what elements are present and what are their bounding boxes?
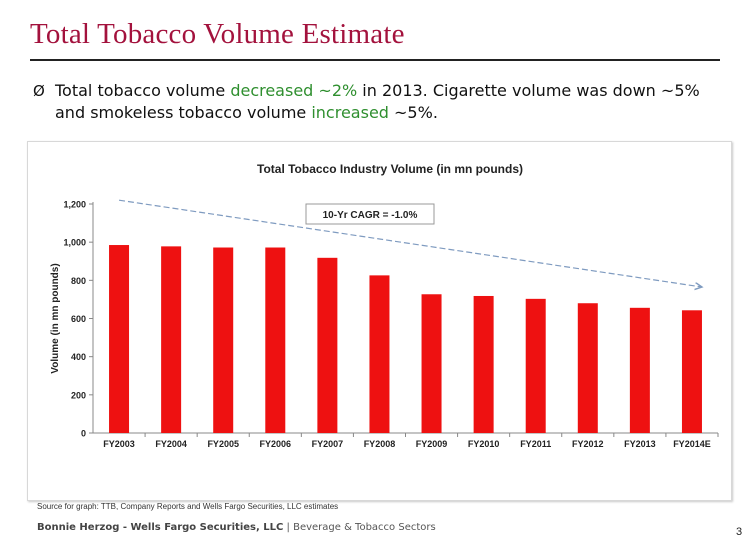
x-tick-label: FY2014E bbox=[673, 439, 711, 449]
footer-author: Bonnie Herzog - Wells Fargo Securities, … bbox=[37, 522, 284, 533]
x-tick-label: FY2007 bbox=[312, 439, 344, 449]
chart-title: Total Tobacco Industry Volume (in mn pou… bbox=[257, 162, 523, 176]
bullet-highlight-increased: increased bbox=[311, 103, 389, 122]
bar-fy2013 bbox=[629, 307, 650, 433]
bar-fy2006 bbox=[265, 247, 286, 433]
bar-fy2003 bbox=[109, 245, 130, 433]
graph-source-note: Source for graph: TTB, Company Reports a… bbox=[37, 502, 339, 511]
y-tick-label: 0 bbox=[81, 429, 86, 439]
bar-fy2004 bbox=[161, 246, 182, 433]
bar-fy2014e bbox=[681, 310, 702, 433]
bullet-text-part1: Total tobacco volume bbox=[55, 81, 231, 100]
footer: Bonnie Herzog - Wells Fargo Securities, … bbox=[37, 522, 436, 533]
y-axis-label: Volume (in mn pounds) bbox=[50, 263, 61, 373]
bar-chart: Total Tobacco Industry Volume (in mn pou… bbox=[50, 162, 719, 449]
bar-fy2009 bbox=[421, 294, 442, 433]
bullet-text-part5: ~5%. bbox=[388, 103, 438, 122]
bullet-text: Total tobacco volume decreased ~2% in 20… bbox=[55, 80, 733, 124]
title-divider bbox=[30, 59, 720, 61]
bar-fy2012 bbox=[577, 303, 598, 433]
footer-section: Beverage & Tobacco Sectors bbox=[293, 522, 436, 533]
x-tick-label: FY2012 bbox=[572, 439, 604, 449]
y-tick-label: 800 bbox=[71, 276, 86, 286]
x-tick-label: FY2011 bbox=[520, 439, 551, 449]
x-tick-label: FY2009 bbox=[416, 439, 448, 449]
bar-fy2011 bbox=[525, 298, 546, 433]
y-tick-label: 600 bbox=[71, 314, 86, 324]
cagr-annotation-box bbox=[305, 203, 435, 225]
x-tick-label: FY2010 bbox=[468, 439, 500, 449]
bar-fy2005 bbox=[213, 247, 234, 433]
bullet-point: Ø Total tobacco volume decreased ~2% in … bbox=[33, 80, 733, 124]
x-tick-label: FY2008 bbox=[364, 439, 396, 449]
bar-fy2008 bbox=[369, 275, 390, 433]
bullet-text-part3: in 2013. Cigarette volume was down ~5% a… bbox=[55, 81, 700, 122]
bar-fy2007 bbox=[317, 257, 338, 433]
x-tick-label: FY2006 bbox=[260, 439, 292, 449]
footer-separator: | bbox=[283, 522, 294, 533]
bullet-arrow-icon: Ø bbox=[33, 82, 45, 100]
x-tick-label: FY2003 bbox=[103, 439, 135, 449]
slide-title: Total Tobacco Volume Estimate bbox=[30, 18, 405, 50]
x-tick-label: FY2004 bbox=[155, 439, 187, 449]
y-tick-label: 400 bbox=[71, 352, 86, 362]
x-tick-label: FY2005 bbox=[207, 439, 239, 449]
y-tick-label: 1,200 bbox=[63, 200, 86, 210]
trend-line bbox=[118, 199, 702, 287]
chart-container: Total Tobacco Industry Volume (in mn pou… bbox=[27, 141, 732, 501]
y-tick-label: 1,000 bbox=[63, 238, 86, 248]
x-tick-label: FY2013 bbox=[624, 439, 656, 449]
page-number: 3 bbox=[736, 526, 743, 538]
bar-fy2010 bbox=[473, 295, 494, 433]
y-tick-label: 200 bbox=[71, 390, 86, 400]
bullet-highlight-decreased: decreased ~2% bbox=[230, 81, 358, 100]
cagr-annotation-text: 10-Yr CAGR = -1.0% bbox=[323, 210, 418, 221]
